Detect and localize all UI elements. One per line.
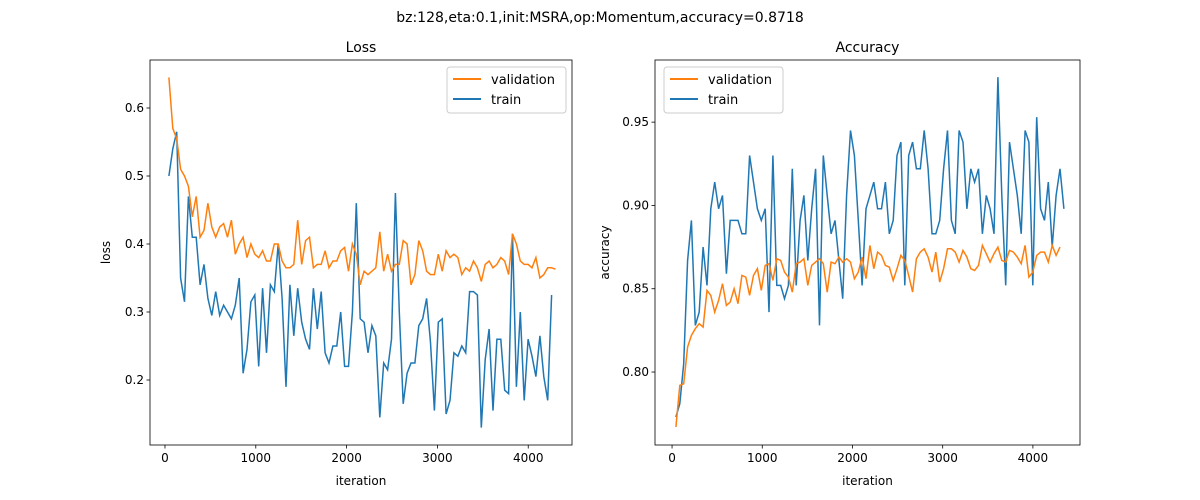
figure-suptitle: bz:128,eta:0.1,init:MSRA,op:Momentum,acc… [396, 10, 804, 26]
y-tick-label: 0.3 [125, 305, 144, 319]
y-tick-label: 0.2 [125, 373, 144, 387]
axes-frame [149, 59, 573, 446]
legend: validation train [446, 66, 567, 114]
x-tick-label: 0 [668, 451, 676, 465]
y-tick-label: 0.4 [125, 237, 144, 251]
x-tick-label: 1000 [241, 451, 272, 465]
y-tick-label: 0.6 [125, 101, 144, 115]
y-axis-label: loss [99, 241, 113, 264]
x-tick-label: 2000 [837, 451, 868, 465]
y-tick-label: 0.95 [622, 115, 649, 129]
y-tick-label: 0.5 [125, 169, 144, 183]
x-axis-label: iteration [842, 474, 893, 488]
validation-line [675, 242, 1061, 428]
legend-train-label: train [491, 93, 521, 108]
legend: validation train [663, 66, 784, 114]
subplot-title: Loss [346, 40, 377, 56]
y-axis-label: accuracy [598, 225, 612, 279]
x-tick-label: 4000 [1018, 451, 1049, 465]
legend-train-label: train [708, 93, 738, 108]
x-tick-label: 2000 [331, 451, 362, 465]
train-line [168, 131, 553, 428]
train-line [675, 77, 1065, 418]
legend-validation-label: validation [708, 73, 772, 88]
x-axis-label: iteration [336, 474, 387, 488]
accuracy-subplot: Accuracy 0 1000 2000 3000 4000 0.80 0.85 0.90 0.9… [598, 40, 1081, 488]
validation-line [168, 77, 556, 286]
y-tick-label: 0.80 [622, 365, 649, 379]
subplot-title: Accuracy [836, 40, 900, 56]
x-tick-label: 4000 [513, 451, 544, 465]
loss-subplot: Loss 0 1000 2000 3000 4000 0.2 0.3 0.4 0.5 0.6 iter… [99, 40, 573, 488]
x-tick-label: 0 [161, 451, 169, 465]
x-tick-label: 1000 [747, 451, 778, 465]
x-tick-label: 3000 [927, 451, 958, 465]
y-tick-label: 0.90 [622, 198, 649, 212]
x-tick-label: 3000 [422, 451, 453, 465]
axes-frame [654, 59, 1081, 446]
legend-validation-label: validation [491, 73, 555, 88]
y-tick-label: 0.85 [622, 282, 649, 296]
